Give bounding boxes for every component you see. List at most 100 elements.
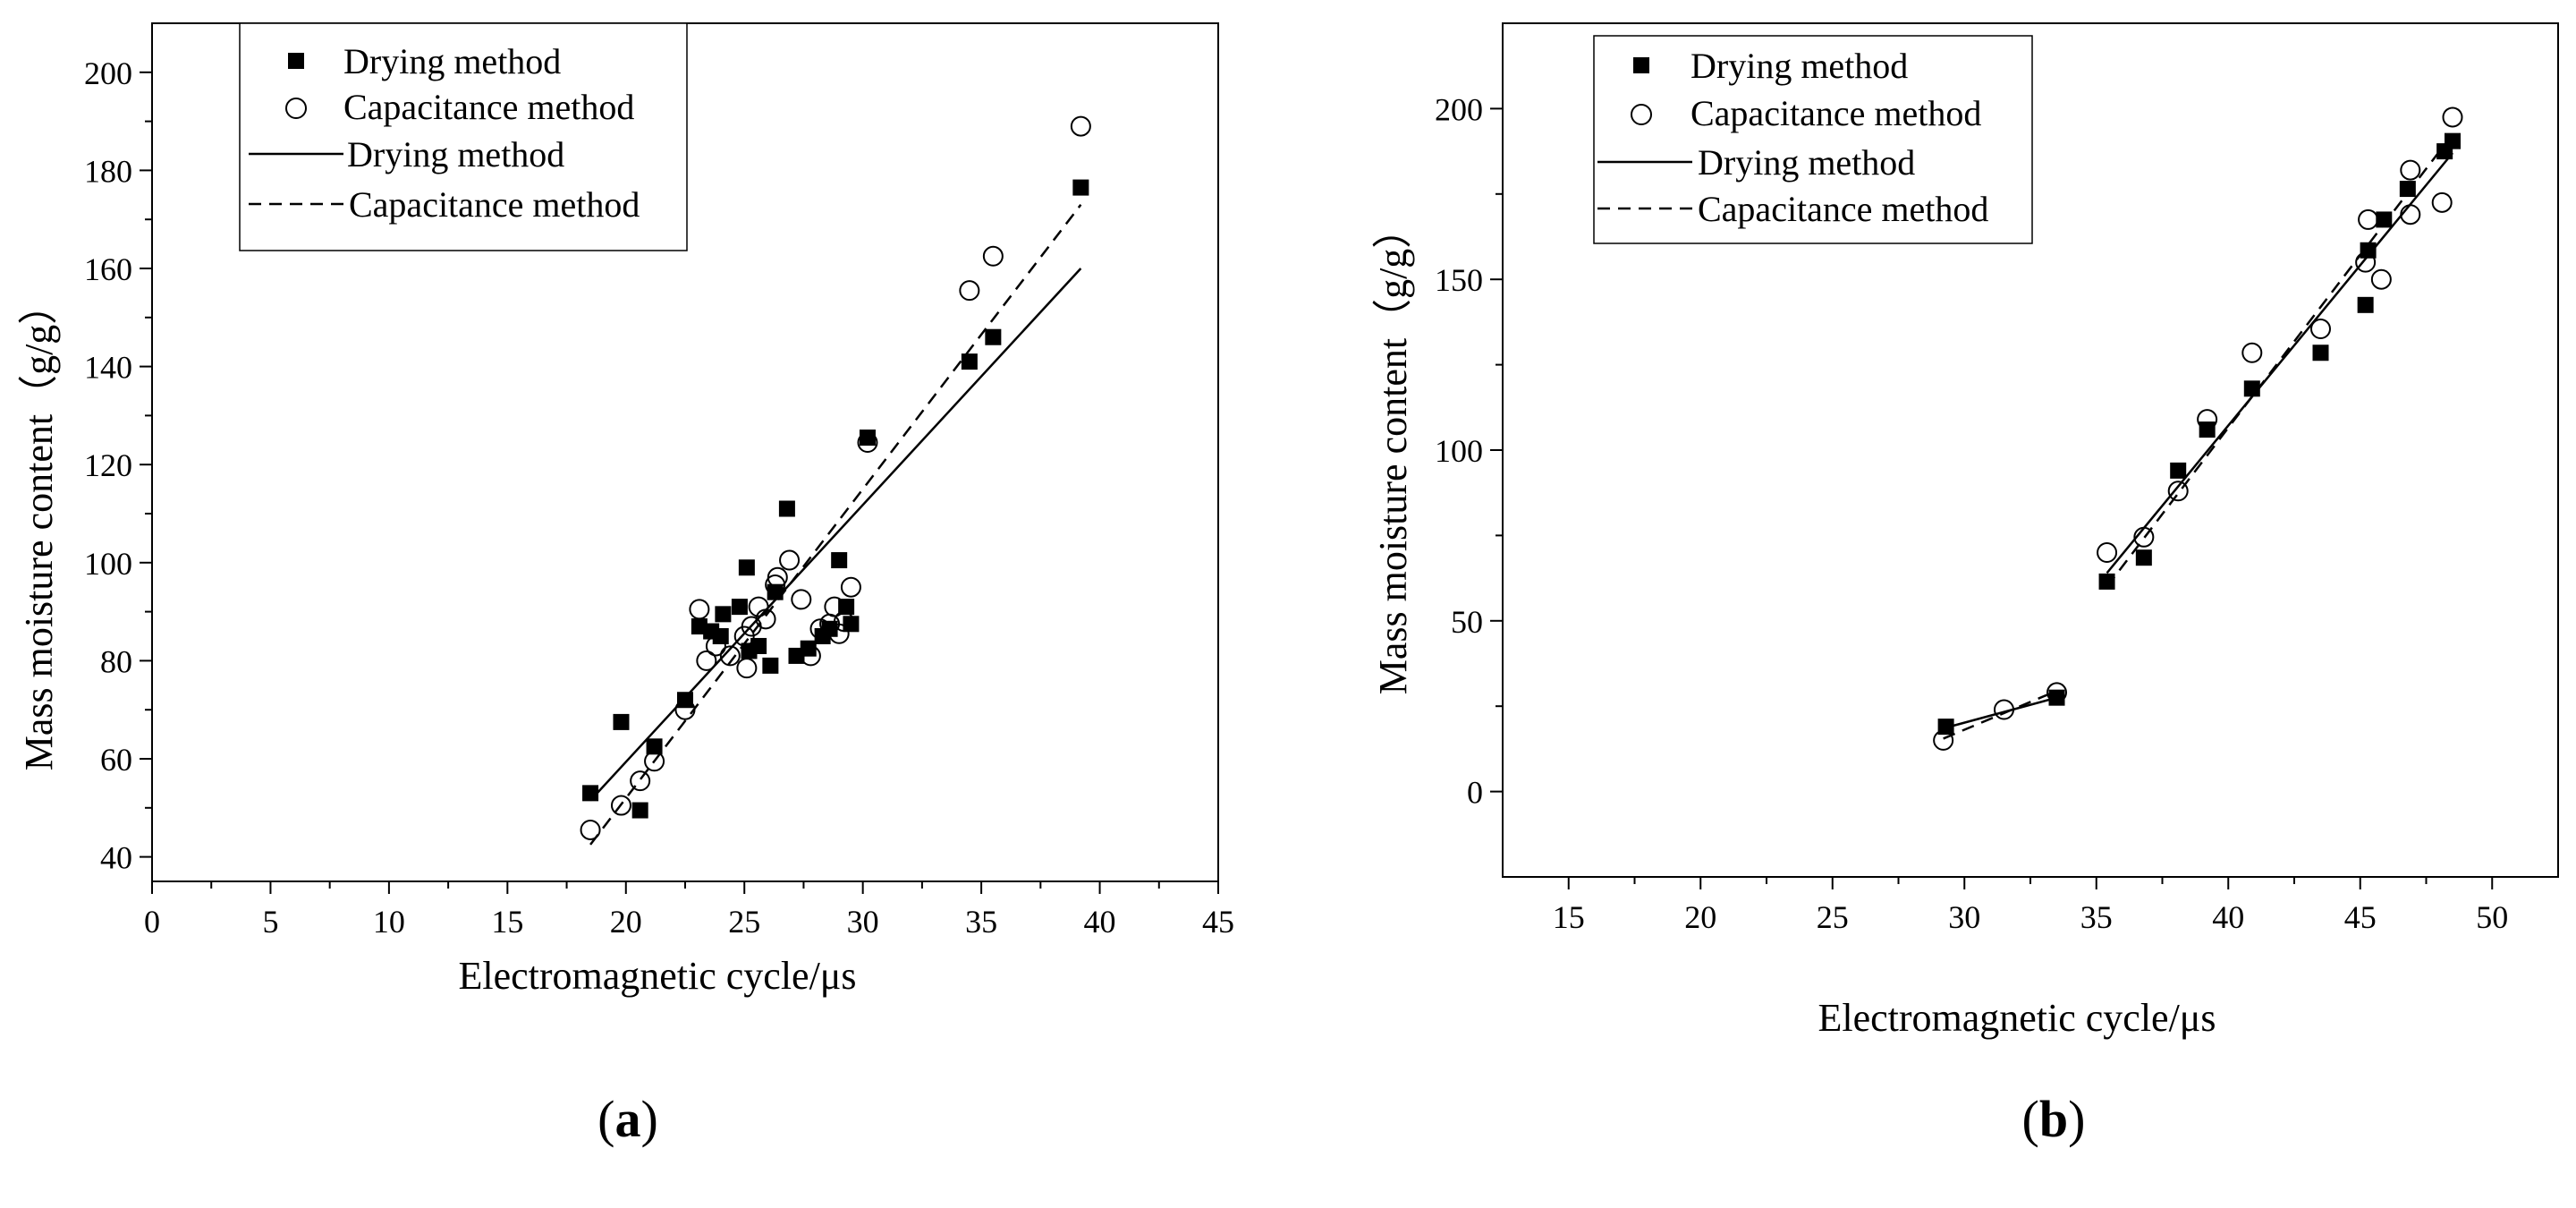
panel-b-x-tick-label: 25 — [1817, 899, 1849, 935]
panel-a-capacitance-point — [674, 699, 696, 720]
panel-b-x-tick-label: 15 — [1553, 899, 1585, 935]
panel-b-legend-label: Drying method — [1698, 142, 1915, 183]
panel-b-drying-point — [2357, 296, 2374, 313]
panel-a-capacitance-point — [748, 596, 769, 617]
panel-b-y-tick-label: 150 — [1435, 262, 1483, 298]
panel-a-capacitance-point — [767, 566, 788, 588]
panel-a-drying-point — [631, 802, 648, 819]
panel-b-capacitance-point — [2097, 541, 2118, 563]
panel-a-legend-box — [239, 22, 688, 251]
panel-a-legend: Drying method Capacitance method Drying … — [239, 22, 688, 251]
panel-a-x-tick-label: 30 — [847, 904, 879, 940]
panel-a-capacitance-point — [1070, 115, 1091, 137]
panel-a-data-points — [580, 115, 1091, 840]
panel-a-ticks: 0 5 10 15 20 25 30 35 40 45 40 60 80 100 120 140 160 180 2… — [84, 55, 1234, 940]
panel-a-y-tick-label: 40 — [100, 840, 132, 876]
panel-a-drying-point — [731, 599, 748, 616]
panel-a-y-tick-label: 160 — [84, 251, 132, 287]
panel-b-drying-point — [2445, 132, 2461, 149]
panel-b-capacitance-point — [2167, 481, 2189, 502]
panel-a-capacitance-point — [959, 280, 980, 302]
panel-b-drying-point — [2360, 242, 2377, 259]
panel-a-legend-label: Capacitance method — [343, 87, 634, 127]
panel-a-legend-label: Drying method — [343, 41, 561, 81]
panel-a-y-tick-label: 80 — [100, 643, 132, 679]
panel-a-x-tick-label: 35 — [965, 904, 997, 940]
panel-a-capacitance-point — [791, 589, 812, 610]
panel-b-capacitance-point — [2241, 342, 2263, 363]
panel-a-drying-point — [961, 353, 978, 370]
panel-b-chart: 15 20 25 30 35 40 45 50 0 50 100 150 200 Electromagn… — [1371, 22, 2559, 1148]
panel-b-legend-label: Capacitance method — [1698, 189, 1988, 229]
panel-b-x-axis-title: Electromagnetic cycle/μs — [1818, 996, 2216, 1040]
panel-b-drying-point — [2135, 549, 2152, 566]
panel-a-drying-point — [646, 738, 663, 755]
panel-b-y-tick-label: 50 — [1451, 604, 1483, 640]
panel-a-x-tick-label: 15 — [491, 904, 523, 940]
panel-a-capacitance-point — [705, 635, 726, 657]
panel-a-capacitance-point — [689, 599, 710, 620]
panel-a-drying-point — [767, 583, 784, 600]
panel-a-capacitance-point — [736, 658, 758, 679]
panel-a-x-tick-label: 45 — [1202, 904, 1234, 940]
panel-b-x-tick-label: 20 — [1684, 899, 1716, 935]
panel-b-capacitance-point — [2355, 251, 2377, 273]
panel-a-y-axis-title: Mass moisture content（g/g） — [17, 285, 61, 771]
panel-a-drying-point — [985, 328, 1002, 345]
panel-a-drying-point — [712, 628, 729, 644]
panel-a-legend-label: Drying method — [347, 134, 564, 174]
panel-a-drying-point — [859, 430, 876, 447]
panel-a-capacitance-point — [857, 432, 878, 454]
panel-a-y-tick-label: 100 — [84, 546, 132, 582]
panel-b-drying-point — [2399, 181, 2416, 198]
panel-a-chart: 0 5 10 15 20 25 30 35 40 45 40 60 80 100 120 140 160 180 2… — [17, 22, 1234, 1148]
panel-a-capacitance-point — [840, 576, 861, 598]
panel-a-y-tick-label: 180 — [84, 153, 132, 189]
panel-a-capacitance-point — [809, 618, 831, 640]
panel-a-capacitance-point — [779, 549, 801, 571]
panel-b-capacitance-point — [2400, 204, 2421, 225]
panel-b-drying-point — [2312, 345, 2329, 362]
panel-b-capacitance-fit-line — [1943, 689, 2057, 740]
panel-a-fit-lines — [589, 203, 1082, 846]
panel-a-capacitance-point — [644, 751, 665, 772]
panel-b-legend-square-marker — [1633, 57, 1649, 73]
panel-b-capacitance-point — [2370, 268, 2392, 290]
panel-a-capacitance-point — [580, 819, 601, 840]
panel-b-x-tick-label: 30 — [1948, 899, 1980, 935]
panel-a-caption: (a) — [597, 1090, 658, 1148]
panel-b-x-tick-label: 40 — [2212, 899, 2244, 935]
panel-a-y-tick-label: 120 — [84, 447, 132, 483]
panel-a-x-tick-label: 0 — [144, 904, 160, 940]
panel-b-y-axis-title: Mass moisture content（g/g） — [1371, 209, 1415, 695]
panel-a-drying-point — [800, 640, 817, 657]
panel-b-drying-point — [2170, 462, 2187, 479]
panel-a-drying-fit-line — [589, 268, 1082, 802]
panel-b-legend-label: Capacitance method — [1690, 93, 1981, 133]
panel-b-capacitance-point — [1994, 699, 2014, 720]
panel-b-capacitance-fit-line — [2106, 133, 2453, 588]
panel-b-y-tick-label: 0 — [1467, 775, 1483, 811]
panel-b-y-tick-label: 100 — [1435, 433, 1483, 469]
panel-a-drying-point — [613, 713, 630, 730]
panel-b-capacitance-point — [2310, 319, 2331, 340]
panel-b-axes-frame — [1502, 22, 2559, 878]
panel-b-data-points — [1933, 106, 2463, 751]
panel-b-capacitance-point — [2358, 208, 2379, 230]
panel-b-x-tick-label: 50 — [2476, 899, 2508, 935]
panel-a-capacitance-point — [833, 611, 854, 633]
panel-b-capacitance-point — [2442, 106, 2463, 128]
panel-a-drying-point — [750, 637, 767, 654]
panel-a-x-tick-label: 40 — [1084, 904, 1116, 940]
panel-a-capacitance-fit-line — [589, 203, 1082, 846]
panel-b-x-tick-label: 45 — [2344, 899, 2377, 935]
panel-b-legend-label: Drying method — [1690, 46, 1908, 86]
panel-a-y-tick-label: 200 — [84, 55, 132, 91]
panel-a-x-tick-label: 5 — [262, 904, 278, 940]
panel-a-drying-point — [582, 785, 599, 802]
panel-b-legend: Drying method Capacitance method Drying … — [1593, 35, 2033, 244]
panel-a-capacitance-point — [630, 770, 651, 792]
panel-a-caption-letter: a — [615, 1090, 641, 1148]
panel-a-drying-point — [738, 559, 755, 576]
panel-b-capacitance-point — [1933, 729, 1954, 751]
